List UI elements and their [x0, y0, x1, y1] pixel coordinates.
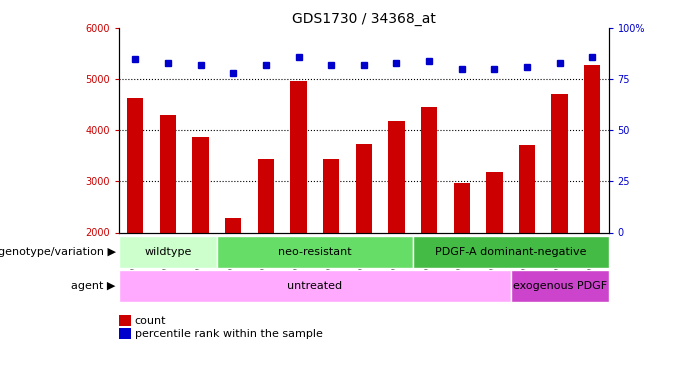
- Bar: [388, 121, 405, 232]
- Text: neo-resistant: neo-resistant: [278, 247, 352, 257]
- Text: genotype/variation ▶: genotype/variation ▶: [0, 247, 116, 257]
- Bar: [454, 183, 470, 232]
- Bar: [160, 116, 176, 232]
- Bar: [225, 217, 241, 232]
- Bar: [290, 81, 307, 232]
- Text: wildtype: wildtype: [144, 247, 192, 257]
- Text: agent ▶: agent ▶: [71, 281, 116, 291]
- Bar: [356, 144, 372, 232]
- Text: untreated: untreated: [287, 281, 343, 291]
- Text: percentile rank within the sample: percentile rank within the sample: [135, 329, 322, 339]
- Bar: [486, 172, 503, 232]
- Bar: [258, 159, 274, 232]
- Text: PDGF-A dominant-negative: PDGF-A dominant-negative: [435, 247, 586, 257]
- Bar: [127, 98, 143, 232]
- Bar: [421, 107, 437, 232]
- Text: count: count: [135, 316, 166, 326]
- Bar: [323, 159, 339, 232]
- Text: exogenous PDGF: exogenous PDGF: [513, 281, 607, 291]
- Bar: [192, 137, 209, 232]
- Bar: [519, 145, 535, 232]
- Bar: [584, 65, 600, 232]
- Title: GDS1730 / 34368_at: GDS1730 / 34368_at: [292, 12, 436, 26]
- Bar: [551, 93, 568, 232]
